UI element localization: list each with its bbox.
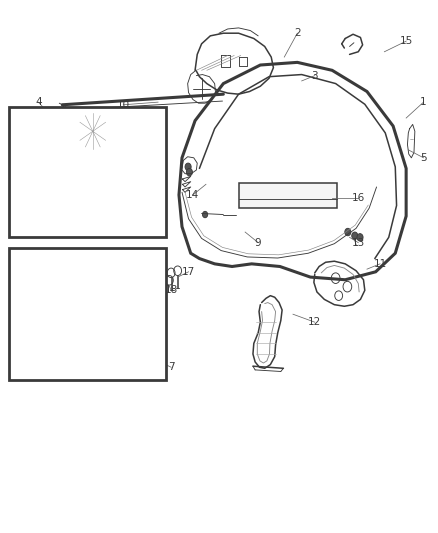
FancyBboxPatch shape <box>9 108 166 237</box>
FancyBboxPatch shape <box>239 183 336 208</box>
Text: 11: 11 <box>374 259 387 269</box>
Text: 2: 2 <box>294 28 300 38</box>
Circle shape <box>357 233 363 241</box>
Text: 10: 10 <box>117 100 130 110</box>
Text: 15: 15 <box>399 36 413 46</box>
Circle shape <box>202 212 208 217</box>
Circle shape <box>352 232 358 239</box>
Text: 1: 1 <box>420 97 427 107</box>
Circle shape <box>345 228 351 236</box>
Text: 9: 9 <box>255 238 261 248</box>
Circle shape <box>185 163 191 171</box>
Text: 16: 16 <box>352 192 365 203</box>
Text: 14: 14 <box>186 190 200 200</box>
Text: 17: 17 <box>182 267 195 277</box>
Text: 4: 4 <box>35 97 42 107</box>
Text: 18: 18 <box>165 285 178 295</box>
Text: 5: 5 <box>420 153 427 163</box>
Text: 13: 13 <box>352 238 365 248</box>
Text: 12: 12 <box>308 317 321 327</box>
Text: 7: 7 <box>168 362 174 372</box>
FancyBboxPatch shape <box>9 248 166 381</box>
Circle shape <box>186 168 192 176</box>
Text: 3: 3 <box>311 70 318 80</box>
